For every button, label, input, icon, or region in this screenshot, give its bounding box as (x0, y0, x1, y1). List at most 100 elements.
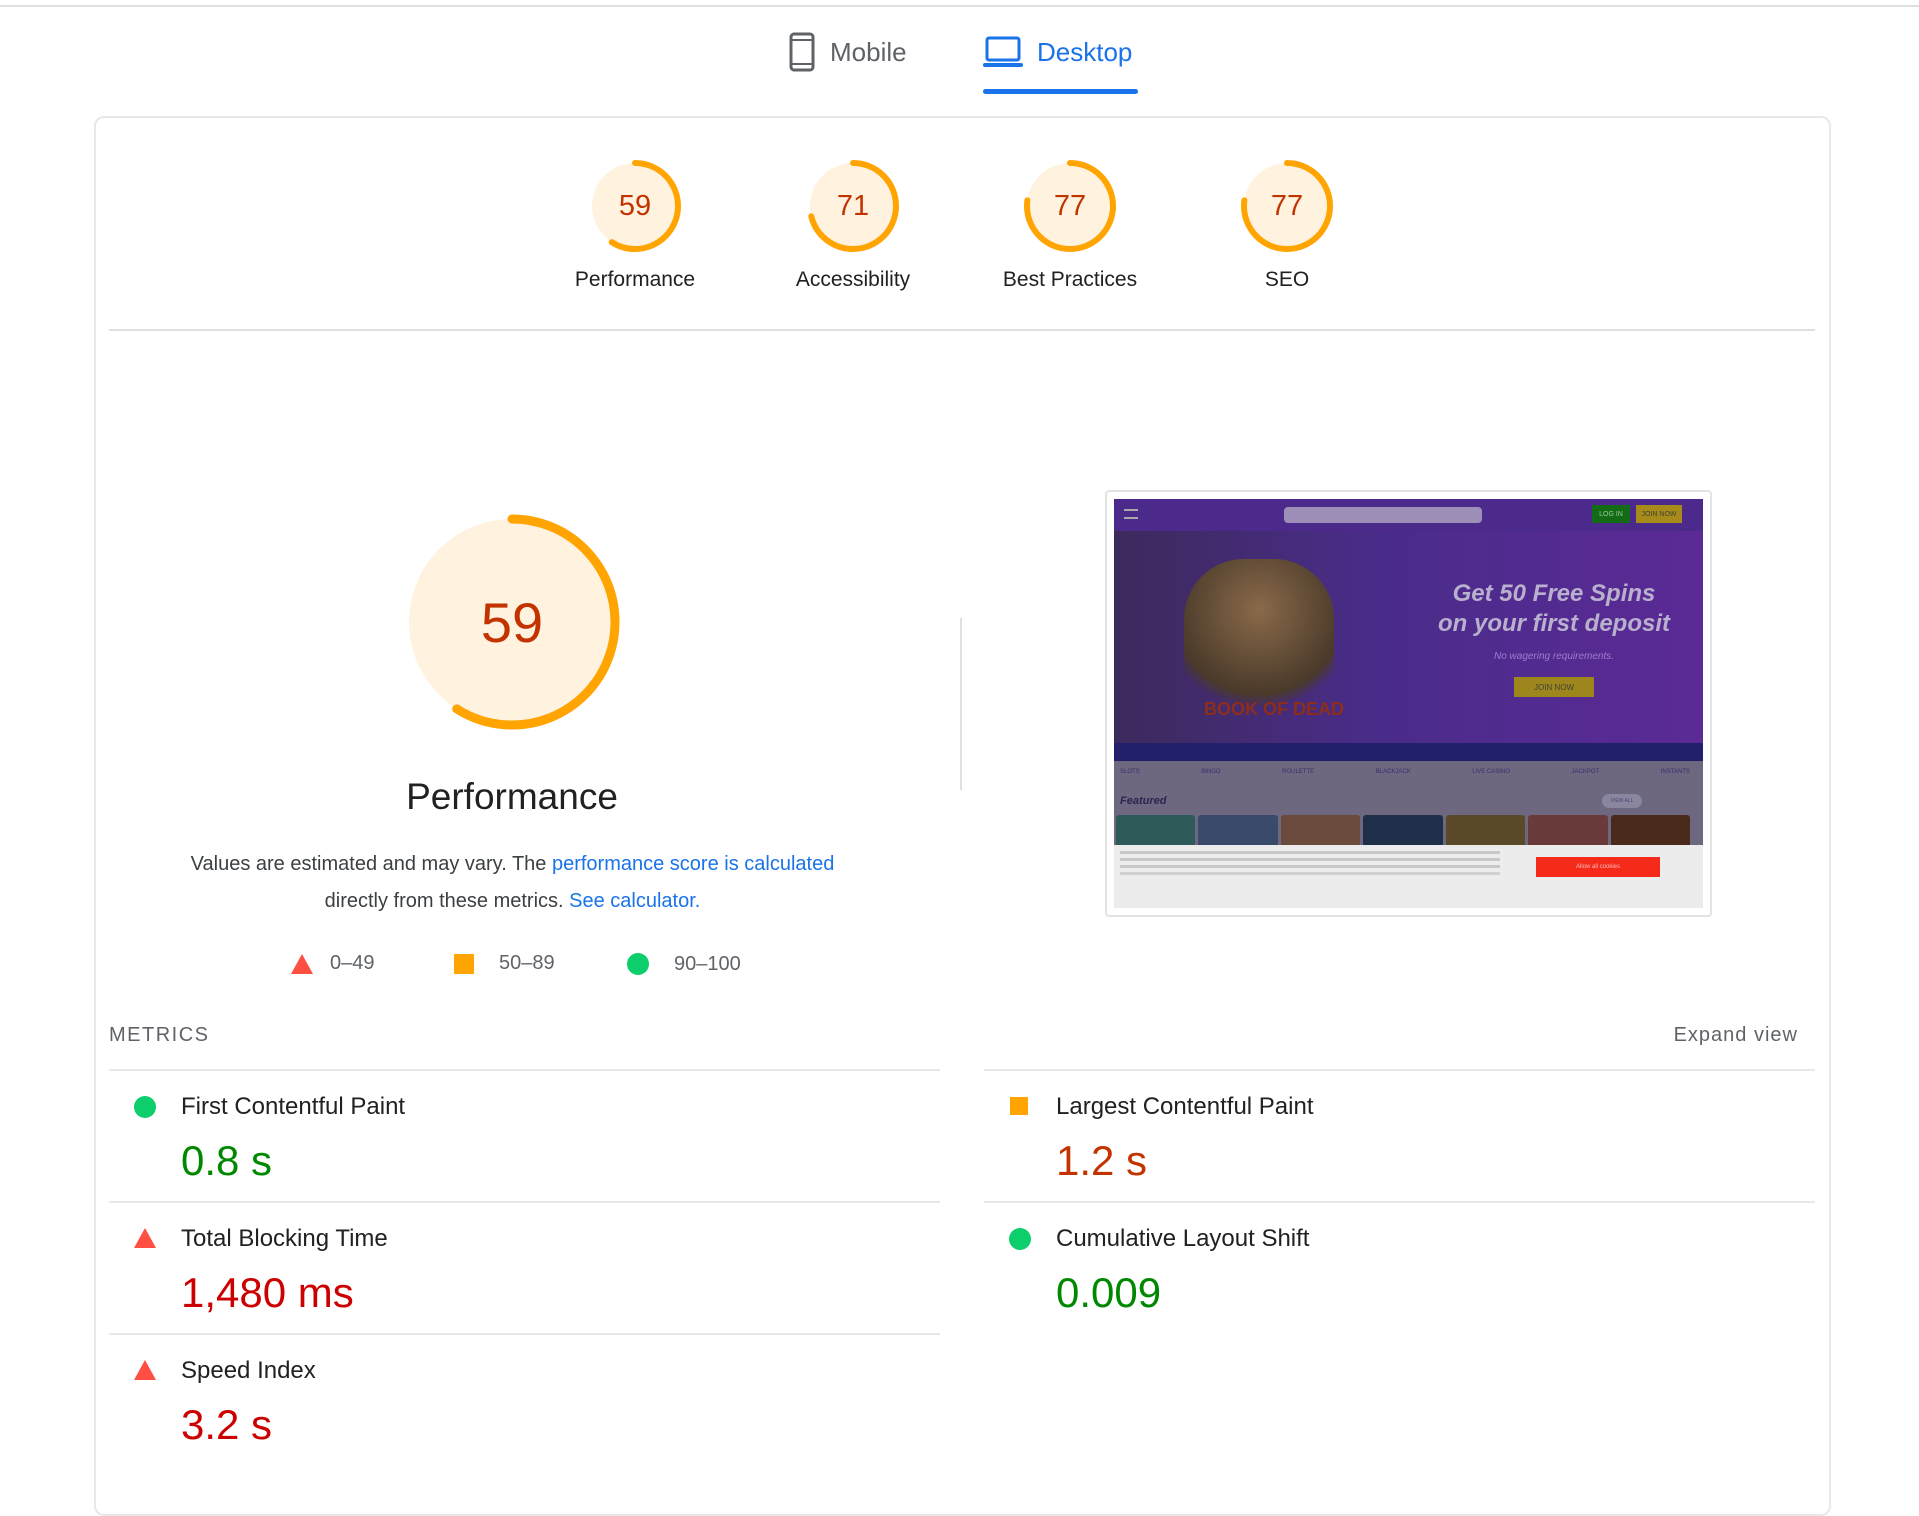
tab-desktop-label: Desktop (1037, 36, 1133, 67)
site-game-tile (1116, 815, 1196, 845)
site-search-bar (1284, 507, 1482, 523)
see-calculator-link[interactable]: See calculator. (569, 890, 701, 912)
hero-subtext: No wagering requirements. (1493, 651, 1615, 662)
metric-value: 0.009 (1056, 1269, 1162, 1316)
performance-title: Performance (406, 776, 618, 817)
gauge-background (592, 163, 678, 249)
hero-character (1184, 559, 1334, 729)
site-game-tile (1363, 815, 1443, 845)
metric-value: 1.2 s (1056, 1137, 1148, 1184)
gauge-label: Performance (574, 268, 696, 291)
vertical-divider (960, 618, 962, 790)
triangle-icon (134, 1228, 156, 1248)
gauge-background (409, 519, 615, 725)
metric-value: 1,480 ms (181, 1269, 354, 1316)
metric-value: 3.2 s (181, 1401, 273, 1448)
metric-first-contentful-paint: First Contentful Paint 0.8 s (109, 1069, 940, 1201)
site-nav-item: JACKPOT (1571, 769, 1600, 775)
site-featured-heading: Featured (1120, 795, 1167, 807)
tab-mobile-label: Mobile (830, 36, 907, 67)
gauge-background (810, 163, 896, 249)
metric-name: Speed Index (181, 1357, 316, 1384)
site-join-button: JOIN NOW (1636, 505, 1682, 523)
site-nav-item: BLACKJACK (1375, 769, 1411, 775)
metric-speed-index: Speed Index 3.2 s (109, 1333, 940, 1465)
gauge-label: Accessibility (795, 268, 911, 291)
gauge-seo[interactable]: 77 SEO (1202, 158, 1372, 292)
gauge-performance[interactable]: 59 Performance (550, 158, 720, 292)
metric-largest-contentful-paint: Largest Contentful Paint 1.2 s (984, 1069, 1815, 1201)
site-nav-item: INSTANTS (1660, 769, 1690, 775)
tab-mobile[interactable]: Mobile (788, 28, 907, 76)
legend-average: 50–89 (453, 952, 555, 975)
square-icon (454, 953, 474, 974)
circle-icon (134, 1096, 156, 1118)
gauge-score: 77 (1053, 189, 1087, 222)
metric-value: 0.8 s (181, 1137, 273, 1184)
tab-desktop[interactable]: Desktop (983, 28, 1132, 76)
metric-name: First Contentful Paint (181, 1093, 406, 1120)
gauges-divider (109, 329, 1815, 331)
hero-headline: Get 50 Free Spins on your first deposit (1424, 579, 1684, 639)
gauge-best-practices[interactable]: 77 Best Practices (985, 158, 1155, 292)
triangle-icon (291, 953, 313, 974)
gauge-score: 59 (618, 189, 652, 222)
hero-cta: JOIN NOW (1514, 677, 1594, 697)
hero-headline-1: Get 50 Free Spins (1452, 580, 1656, 607)
site-nav-item: BINGO (1201, 769, 1221, 775)
legend-good-label: 90–100 (674, 952, 741, 975)
triangle-icon (134, 1360, 156, 1380)
page-screenshot-thumbnail[interactable]: LOG IN JOIN NOW BOOK OF DEAD Get 50 Free… (1105, 490, 1712, 917)
gauge-arc (589, 160, 681, 252)
gauge-label: SEO (1264, 268, 1310, 291)
hero-footer-strip (1114, 743, 1703, 761)
gauge-arc (1024, 160, 1116, 252)
active-tab-indicator (983, 89, 1138, 94)
laptop-icon (983, 36, 1023, 67)
legend-average-label: 50–89 (499, 952, 555, 974)
performance-score-large: 59 (480, 590, 544, 654)
legend-poor-label: 0–49 (330, 952, 375, 974)
cookie-allow-button: Allow all cookies (1536, 857, 1660, 877)
site-game-tiles (1116, 815, 1690, 845)
mobile-phone-icon (789, 32, 815, 72)
desc-text: Values are estimated and may vary. The (190, 853, 552, 875)
site-game-tile (1280, 815, 1361, 845)
performance-score-link[interactable]: performance score is calculated (551, 853, 835, 875)
site-game-tile (1610, 815, 1690, 845)
gauge-score: 71 (836, 189, 870, 222)
site-nav-item: ROULETTE (1282, 769, 1315, 775)
metric-name: Cumulative Layout Shift (1056, 1225, 1310, 1252)
gauge-arc (807, 160, 899, 252)
metrics-header: METRICS (109, 1024, 210, 1046)
site-nav-item: LIVE CASINO (1472, 769, 1510, 775)
site-view-all: VIEW ALL (1602, 794, 1642, 808)
site-preview: LOG IN JOIN NOW BOOK OF DEAD Get 50 Free… (1114, 499, 1703, 908)
performance-gauge-large: 59 (402, 512, 622, 732)
desc-text-2: directly from these metrics. (324, 890, 570, 912)
gauge-background (1244, 163, 1330, 249)
hamburger-icon (1124, 509, 1138, 519)
gauge-arc (1241, 160, 1333, 252)
gauge-background (1027, 163, 1113, 249)
square-icon (1010, 1097, 1028, 1115)
gauge-accessibility[interactable]: 71 Accessibility (768, 158, 938, 292)
circle-icon (627, 953, 649, 975)
performance-description: Values are estimated and may vary. The p… (150, 846, 875, 920)
metric-name: Total Blocking Time (181, 1225, 388, 1252)
top-divider (0, 5, 1919, 7)
metric-total-blocking-time: Total Blocking Time 1,480 ms (109, 1201, 940, 1333)
circle-icon (1009, 1228, 1031, 1250)
cookie-text (1120, 851, 1500, 854)
legend-poor: 0–49 (290, 952, 375, 975)
expand-view-button[interactable]: Expand view (1673, 1024, 1798, 1046)
site-game-tile (1198, 815, 1278, 845)
hero-headline-2: on your first deposit (1437, 610, 1670, 637)
gauge-arc (404, 514, 620, 730)
site-game-tile (1528, 815, 1608, 845)
metric-name: Largest Contentful Paint (1056, 1093, 1314, 1120)
gauge-label: Best Practices (1002, 268, 1138, 291)
site-login-button: LOG IN (1592, 505, 1630, 523)
legend-good: 90–100 (626, 952, 741, 976)
site-nav-item: SLOTS (1120, 769, 1140, 775)
